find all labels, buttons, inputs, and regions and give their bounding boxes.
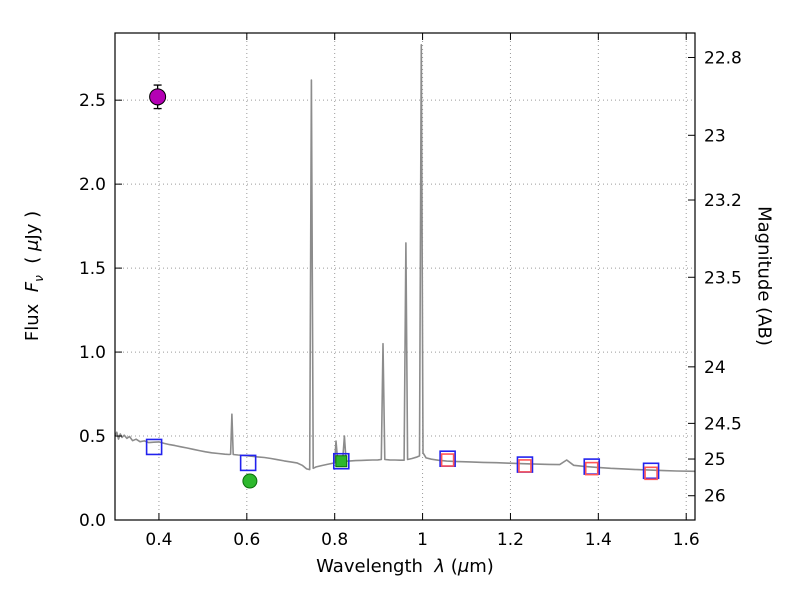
x-tick-label: 0.8 bbox=[321, 530, 348, 550]
x-axis-lambda-symbol: λ bbox=[434, 556, 446, 577]
flux-mu-symbol: μ bbox=[22, 239, 44, 252]
x-tick-label: 0.6 bbox=[233, 530, 260, 550]
x-axis-unit-open: ( bbox=[450, 556, 458, 577]
red-square-marker bbox=[440, 453, 455, 467]
x-tick-label: 1 bbox=[417, 530, 428, 550]
y-tick-label-right: 24 bbox=[704, 358, 726, 378]
magenta-circle-marker bbox=[149, 88, 167, 106]
y-axis-label-right: Magnitude (AB) bbox=[753, 206, 775, 346]
green-square-marker bbox=[335, 455, 348, 468]
red-square-marker bbox=[644, 466, 658, 481]
flux-unit-open: ( bbox=[22, 256, 44, 264]
flux-label-text: Flux bbox=[22, 303, 44, 342]
plot-frame bbox=[114, 32, 696, 521]
x-tick-label: 1.4 bbox=[585, 530, 612, 550]
flux-unit-close: Jy ) bbox=[22, 210, 44, 240]
y-tick-label-right: 24.5 bbox=[704, 414, 742, 434]
flux-f-symbol: F bbox=[22, 281, 44, 293]
y-tick-label-left: 1.5 bbox=[79, 259, 106, 279]
y-tick-label-left: 2.0 bbox=[79, 175, 106, 195]
y-tick-label-right: 26 bbox=[704, 487, 726, 507]
y-tick-label-right: 25 bbox=[704, 450, 726, 470]
blue-square-marker bbox=[642, 462, 660, 480]
x-axis-mu-symbol: μ bbox=[457, 556, 470, 577]
y-axis-label-left: Flux Fν ( μJy ) bbox=[22, 211, 46, 341]
x-tick-label: 1.6 bbox=[673, 530, 700, 550]
x-axis-label-text: Wavelength bbox=[316, 556, 423, 577]
blue-square-marker bbox=[332, 452, 350, 470]
spectrum-line bbox=[114, 44, 696, 473]
red-square-marker bbox=[584, 461, 599, 476]
y-tick-label-right: 23 bbox=[704, 126, 726, 146]
green-circle-marker bbox=[242, 473, 258, 489]
y-tick-label-left: 1.0 bbox=[79, 343, 106, 363]
x-tick-label: 0.4 bbox=[145, 530, 172, 550]
blue-square-marker bbox=[239, 454, 257, 472]
flux-nu-subscript: ν bbox=[31, 275, 46, 282]
y-tick-label-left: 0.5 bbox=[79, 427, 106, 447]
blue-square-marker bbox=[145, 438, 163, 456]
y-tick-label-left: 2.5 bbox=[79, 91, 106, 111]
y-tick-label-right: 23.5 bbox=[704, 268, 742, 288]
x-tick-label: 1.2 bbox=[497, 530, 524, 550]
red-square-marker bbox=[518, 459, 532, 473]
y-tick-label-left: 0.0 bbox=[79, 511, 106, 531]
x-axis-label: Wavelength λ (μm) bbox=[316, 556, 494, 577]
x-axis-unit-close: m) bbox=[469, 556, 494, 577]
y-tick-label-right: 23.2 bbox=[704, 191, 742, 211]
y-tick-label-right: 22.8 bbox=[704, 48, 742, 68]
